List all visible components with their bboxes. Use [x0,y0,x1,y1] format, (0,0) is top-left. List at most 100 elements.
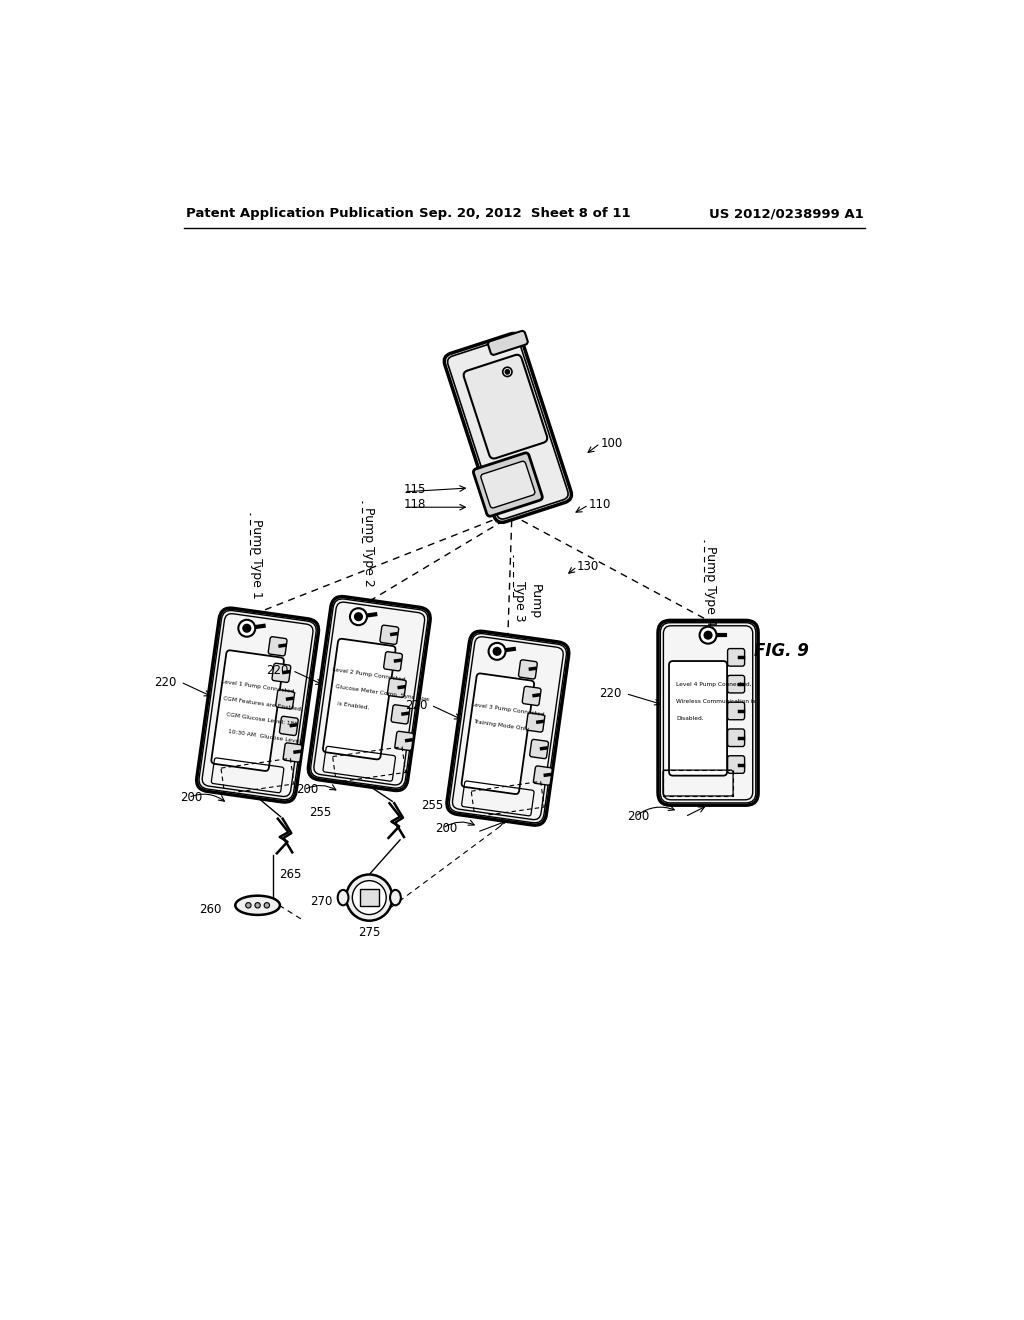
Text: Pump Type 1: Pump Type 1 [250,519,263,599]
FancyBboxPatch shape [473,453,543,516]
Text: Level 4 Pump Connected,: Level 4 Pump Connected, [676,681,752,686]
FancyBboxPatch shape [280,717,298,735]
Text: 200: 200 [296,783,318,796]
FancyBboxPatch shape [284,743,302,762]
Text: 200: 200 [628,810,649,824]
Circle shape [494,648,501,655]
Text: 220: 220 [155,676,177,689]
Circle shape [705,631,712,639]
Text: Wireless Communication is: Wireless Communication is [676,698,756,704]
Text: Level 3 Pump Connected,: Level 3 Pump Connected, [471,702,547,717]
FancyBboxPatch shape [308,597,430,791]
Text: Pump Type 2: Pump Type 2 [361,507,375,587]
FancyBboxPatch shape [453,636,563,820]
FancyBboxPatch shape [728,648,744,667]
Text: CGM Glucose Level: 180: CGM Glucose Level: 180 [225,713,298,727]
Text: 255: 255 [421,799,443,812]
FancyBboxPatch shape [380,626,398,644]
FancyBboxPatch shape [664,626,753,800]
FancyBboxPatch shape [310,599,428,788]
FancyBboxPatch shape [199,610,316,800]
FancyBboxPatch shape [658,620,758,805]
FancyBboxPatch shape [391,705,410,723]
Ellipse shape [338,890,348,906]
Text: 10:30 AM  Glucose Level: 10:30 AM Glucose Level [228,729,301,744]
Text: Pump Type 4: Pump Type 4 [705,546,717,626]
Text: 200: 200 [435,822,457,834]
Text: Patent Application Publication: Patent Application Publication [186,207,414,220]
Text: 130: 130 [578,560,599,573]
Text: 255: 255 [309,807,332,820]
Circle shape [246,903,251,908]
Ellipse shape [236,896,280,915]
FancyBboxPatch shape [447,337,568,519]
FancyBboxPatch shape [450,634,566,822]
FancyBboxPatch shape [728,729,744,747]
Text: Disabled.: Disabled. [676,715,703,721]
Text: Level 1 Pump Connected,: Level 1 Pump Connected, [221,678,296,694]
Text: 220: 220 [404,698,427,711]
FancyBboxPatch shape [387,678,407,697]
Text: 275: 275 [358,925,381,939]
FancyBboxPatch shape [660,623,756,803]
Circle shape [503,367,512,376]
Circle shape [488,643,506,660]
Circle shape [699,627,717,644]
FancyBboxPatch shape [275,690,295,709]
FancyBboxPatch shape [444,334,571,523]
Text: 270: 270 [310,895,333,908]
Circle shape [243,624,251,632]
Circle shape [255,903,260,908]
Text: 118: 118 [403,499,426,511]
Text: 265: 265 [280,869,301,880]
Text: 220: 220 [599,686,622,700]
FancyBboxPatch shape [728,676,744,693]
Text: 110: 110 [589,499,611,511]
Text: 115: 115 [403,483,426,496]
Text: 200: 200 [180,791,203,804]
FancyBboxPatch shape [314,602,425,785]
Text: 100: 100 [600,437,623,450]
FancyBboxPatch shape [395,731,414,751]
FancyBboxPatch shape [526,713,545,733]
Text: Sep. 20, 2012  Sheet 8 of 11: Sep. 20, 2012 Sheet 8 of 11 [419,207,631,220]
Circle shape [264,903,269,908]
Text: Training Mode Only.: Training Mode Only. [473,718,530,731]
Text: Pump
Type 3: Pump Type 3 [513,581,542,622]
Circle shape [505,370,510,374]
Circle shape [352,880,386,915]
FancyBboxPatch shape [323,639,395,759]
FancyBboxPatch shape [197,609,318,803]
FancyBboxPatch shape [384,652,402,671]
FancyBboxPatch shape [529,739,549,759]
FancyBboxPatch shape [272,663,291,682]
FancyBboxPatch shape [518,660,538,678]
FancyBboxPatch shape [481,461,535,508]
Text: is Enabled.: is Enabled. [337,701,370,710]
Circle shape [354,612,362,620]
Ellipse shape [390,890,400,906]
FancyBboxPatch shape [534,766,552,785]
FancyBboxPatch shape [728,702,744,719]
Text: 260: 260 [199,903,221,916]
Circle shape [346,874,392,921]
FancyBboxPatch shape [446,631,568,825]
FancyBboxPatch shape [202,614,313,796]
Text: US 2012/0238999 A1: US 2012/0238999 A1 [709,207,863,220]
Bar [360,890,379,906]
FancyBboxPatch shape [522,686,541,705]
Text: Glucose Meter Comp..Sync Now: Glucose Meter Comp..Sync Now [335,684,429,702]
FancyBboxPatch shape [669,661,727,776]
FancyBboxPatch shape [487,331,527,355]
Text: Level 2 Pump Connected,: Level 2 Pump Connected, [333,667,408,682]
Text: CGM Features are Enabled,: CGM Features are Enabled, [223,696,303,711]
FancyBboxPatch shape [462,673,535,795]
Circle shape [350,609,367,626]
FancyBboxPatch shape [728,756,744,774]
Circle shape [239,620,255,636]
Text: 220: 220 [266,664,289,677]
FancyBboxPatch shape [464,355,547,458]
FancyBboxPatch shape [268,636,287,656]
FancyBboxPatch shape [211,651,284,771]
Text: FIG. 9: FIG. 9 [755,643,809,660]
